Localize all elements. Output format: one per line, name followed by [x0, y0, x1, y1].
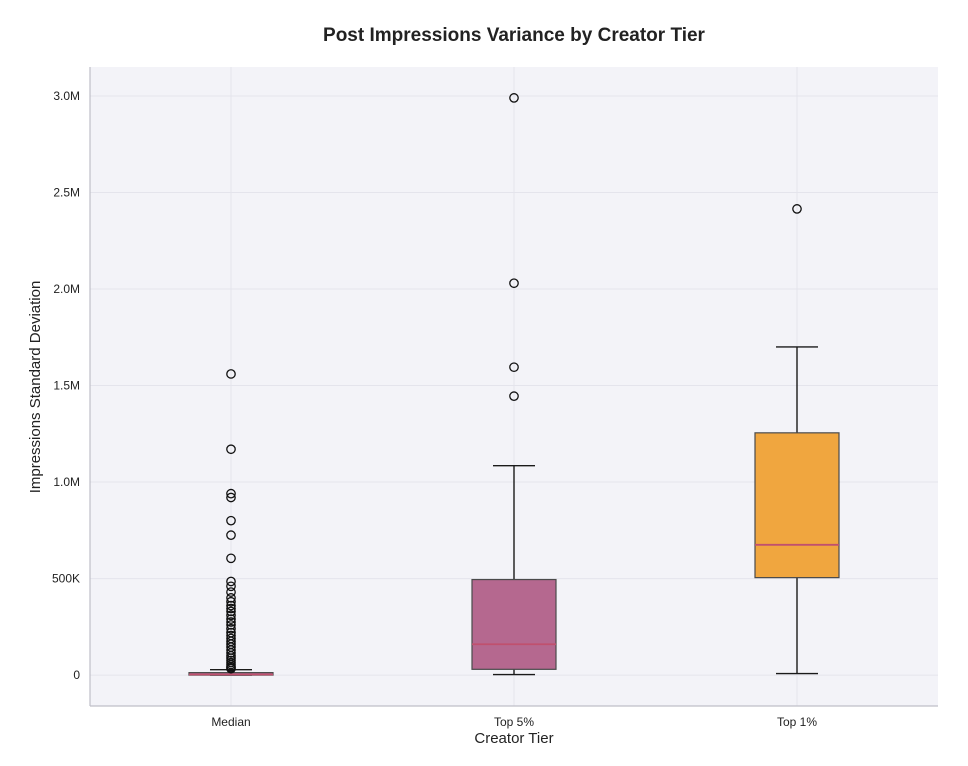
outlier-point: [226, 515, 236, 526]
outlier-point: [226, 603, 236, 614]
outlier-point: [226, 576, 236, 587]
y-tick-label: 1.0M: [53, 475, 80, 489]
iqr-box: [754, 432, 840, 579]
outlier-point: [509, 278, 519, 289]
outlier-point: [226, 593, 236, 603]
outlier-point: [226, 488, 236, 499]
outlier-point: [226, 620, 236, 630]
y-axis-label: Impressions Standard Deviation: [27, 281, 44, 494]
outlier-point: [509, 362, 519, 373]
iqr-box: [471, 578, 557, 670]
y-tick-label: 1.5M: [53, 379, 80, 393]
outlier-point: [226, 492, 236, 503]
outlier-point: [509, 391, 519, 402]
outlier-point: [226, 444, 236, 455]
outlier-point: [226, 617, 236, 627]
outlier-point: [792, 204, 802, 214]
x-tick-label: Top 1%: [777, 715, 817, 729]
x-axis-label: Creator Tier: [474, 730, 553, 747]
y-tick-label: 500K: [52, 572, 80, 586]
axes: 0 500K 1.0M 1.5M 2.0M 2.5M 3.0M Median Top 5% Top…: [52, 67, 938, 729]
x-tick-label: Top 5%: [494, 715, 534, 729]
outlier-point: [226, 614, 236, 624]
box-top-1: [754, 204, 840, 675]
y-tick-label: 0: [73, 668, 80, 682]
y-tick-label: 2.0M: [53, 282, 80, 296]
outlier-point: [226, 663, 236, 674]
y-tick-label: 2.5M: [53, 185, 80, 199]
outlier-point: [226, 596, 236, 607]
outlier-point: [226, 606, 236, 617]
outlier-point: [226, 600, 236, 611]
outlier-point: [226, 623, 236, 634]
y-tick-label: 3.0M: [53, 89, 80, 103]
outlier-point: [226, 530, 236, 540]
outlier-point: [226, 610, 236, 621]
x-tick-label: Median: [211, 715, 250, 729]
box-median: [188, 369, 274, 676]
boxes: [188, 93, 840, 676]
outlier-point: [226, 587, 236, 597]
outlier-point: [226, 553, 236, 564]
outlier-point: [226, 648, 236, 658]
outlier-point: [509, 93, 519, 103]
outlier-point: [226, 581, 236, 592]
outlier-point: [226, 369, 236, 379]
box-top-5: [471, 93, 557, 676]
chart-title: Post Impressions Variance by Creator Tie…: [323, 25, 706, 46]
